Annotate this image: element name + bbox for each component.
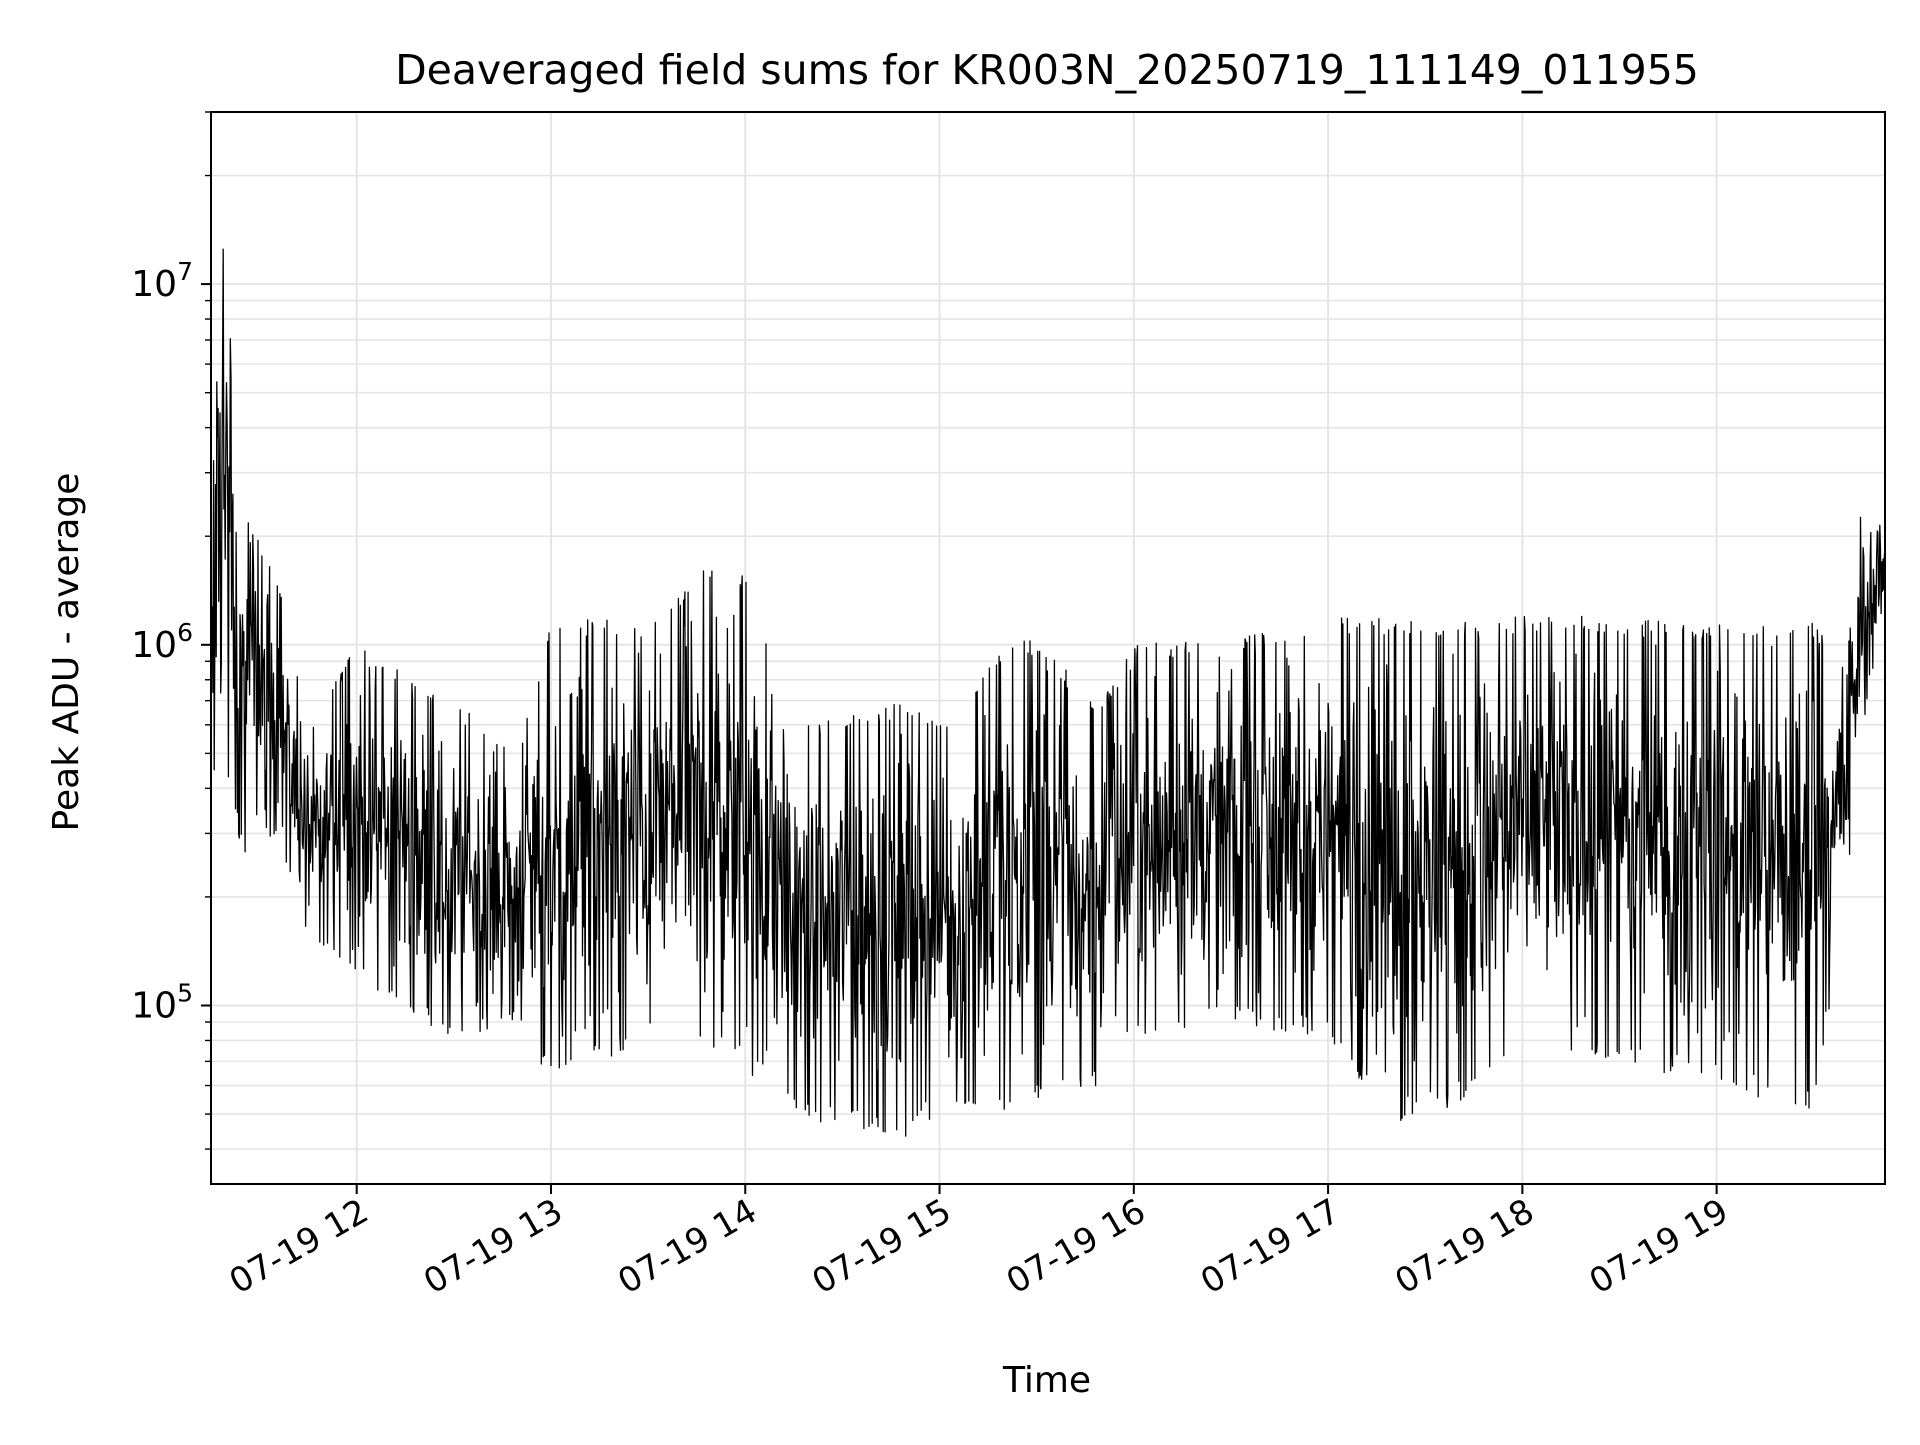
chart-title: Deaveraged field sums for KR003N_2025071… [395, 46, 1699, 94]
series-group [210, 248, 1886, 1137]
y-tick-label: 105 [131, 979, 193, 1027]
y-axis-label: Peak ADU - average [46, 473, 87, 832]
series-line [210, 248, 1886, 1137]
y-tick-label: 106 [131, 618, 193, 666]
tick-marks [201, 111, 1718, 1194]
x-axis-label: Time [1002, 1360, 1091, 1401]
y-tick-label: 107 [131, 257, 193, 305]
plot-frame [210, 111, 1886, 1185]
